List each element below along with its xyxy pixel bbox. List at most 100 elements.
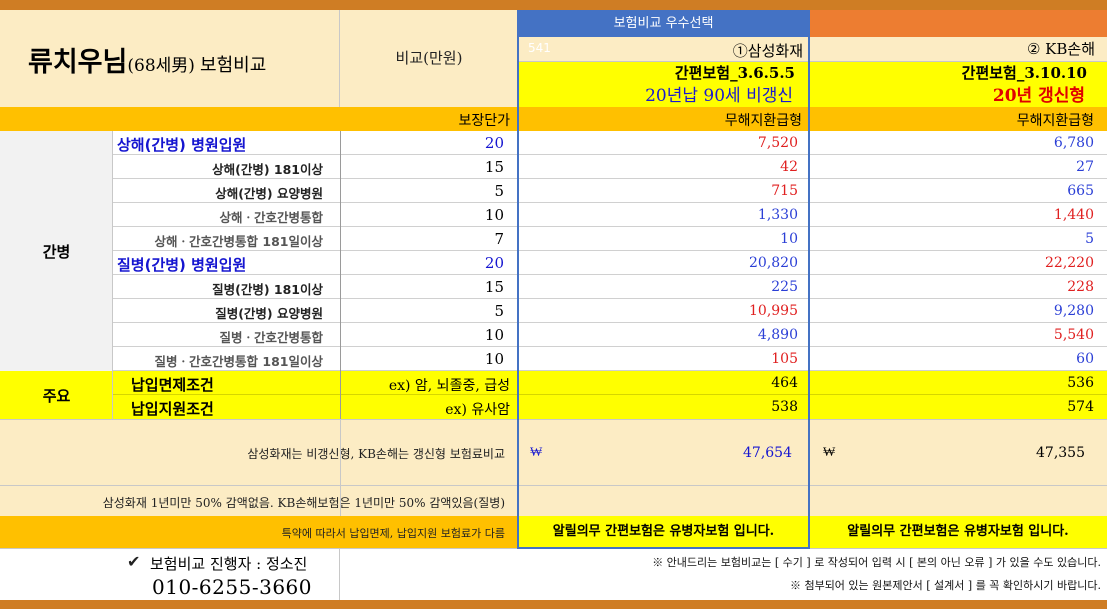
- col1-value: 105: [771, 351, 798, 367]
- grid-line-3: [809, 131, 810, 548]
- header-row: 보장단가 무해지환급형 무해지환급형: [0, 107, 1107, 131]
- col1-value: 225: [771, 279, 798, 295]
- disclosure-col2: 알릴의무 간편보험은 유병자보험 입니다.: [809, 516, 1107, 548]
- table-row: 상해(간병) 병원입원 20 7,520 6,780: [113, 131, 1107, 155]
- col2-value: 5: [1085, 231, 1094, 247]
- unit-value: 10: [484, 326, 504, 344]
- table-row: 질병(간병) 181이상 15 225 228: [113, 275, 1107, 299]
- coverage-label: 질병(간병) 요양병원: [215, 306, 323, 321]
- total-note: 삼성화재는 비갱신형, KB손해는 갱신형 보험료비교: [247, 447, 505, 461]
- col2-company: ② KB손해: [809, 37, 1107, 62]
- major-label-1: 납입면제조건: [131, 376, 214, 394]
- currency-col1: ₩: [530, 445, 543, 460]
- major-value-col1-2: 538: [771, 399, 798, 415]
- col2-value: 665: [1067, 183, 1094, 199]
- agent-cell: ✔ 보험비교 진행자 : 정소진 010-6255-3660: [0, 548, 340, 600]
- unit-price-header: 보장단가: [458, 113, 510, 129]
- col2-value: 9,280: [1053, 303, 1094, 319]
- unit-value: 5: [494, 302, 504, 320]
- discount-row: 삼성화재 1년미만 50% 감액없음. KB손해보험은 1년미만 50% 감액있…: [0, 485, 1107, 516]
- unit-value: 5: [494, 182, 504, 200]
- col2-value: 1,440: [1053, 207, 1094, 223]
- compare-unit-label: 비교(만원): [340, 10, 518, 107]
- group-major: 주요: [0, 371, 113, 419]
- col1-product: 간편보험_3.6.5.5: [518, 62, 809, 85]
- total-col1: 47,654: [743, 445, 792, 461]
- grid-line-2: [518, 131, 519, 419]
- col1-value: 7,520: [757, 135, 798, 151]
- unit-value: 20: [484, 134, 504, 152]
- recommend-label: 보험비교 우수선택: [518, 10, 809, 37]
- major-example-2: ex) 유사암: [445, 402, 510, 418]
- major-value-col2-1: 536: [1067, 375, 1094, 391]
- major-row-2: 납입지원조건 ex) 유사암 538 574: [113, 395, 1107, 419]
- coverage-label: 상해ㆍ간호간병통합: [219, 210, 323, 225]
- discount-note: 삼성화재 1년미만 50% 감액없음. KB손해보험은 1년미만 50% 감액있…: [102, 496, 505, 510]
- col2-refund-type: 무해지환급형: [1016, 113, 1094, 129]
- col2-value: 60: [1076, 351, 1094, 367]
- unit-value: 10: [484, 206, 504, 224]
- col1-value: 4,890: [757, 327, 798, 343]
- agent-phone: 010-6255-3660: [152, 575, 312, 599]
- coverage-label: 질병ㆍ간호간병통합 181일이상: [154, 354, 323, 369]
- group-care: 간병: [0, 131, 113, 371]
- col1-company: ①삼성화재: [732, 42, 803, 60]
- unit-value: 15: [484, 158, 504, 176]
- col2-value: 22,220: [1045, 255, 1094, 271]
- major-example-1: ex) 암, 뇌졸중, 급성: [388, 378, 510, 394]
- col1-company-cell: 541 ①삼성화재: [518, 37, 809, 62]
- table-row: 상해ㆍ간호간병통합 181일이상 7 10 5: [113, 227, 1107, 251]
- major-label-2: 납입지원조건: [131, 400, 214, 418]
- table-row: 상해(간병) 181이상 15 42 27: [113, 155, 1107, 179]
- unit-value: 7: [494, 230, 504, 248]
- table-row: 질병ㆍ간호간병통합 10 4,890 5,540: [113, 323, 1107, 347]
- major-value-col2-2: 574: [1067, 399, 1094, 415]
- title-cell: 류치우님(68세男) 보험비교: [0, 10, 340, 107]
- table-row: 질병ㆍ간호간병통합 181일이상 10 105 60: [113, 347, 1107, 371]
- footer-note-2: ※ 첨부되어 있는 원본제안서 [ 설계서 ] 를 꼭 확인하시기 바랍니다.: [789, 579, 1101, 592]
- unit-value: 10: [484, 350, 504, 368]
- table-row: 상해ㆍ간호간병통합 10 1,330 1,440: [113, 203, 1107, 227]
- col1-value: 1,330: [757, 207, 798, 223]
- grid-line-4: [340, 419, 341, 516]
- col2-value: 6,780: [1053, 135, 1094, 151]
- coverage-label: 상해ㆍ간호간병통합 181일이상: [154, 234, 323, 249]
- page-title: 류치우님(68세男) 보험비교: [28, 47, 267, 78]
- currency-col2: ₩: [823, 445, 836, 460]
- kb-header-bar: [809, 10, 1107, 37]
- col1-value: 42: [780, 159, 798, 175]
- col1-type: 20년납 90세 비갱신: [518, 85, 809, 107]
- coverage-label: 질병(간병) 병원입원: [117, 256, 247, 274]
- col2-value: 5,540: [1053, 327, 1094, 343]
- coverage-label: 질병(간병) 181이상: [212, 282, 323, 297]
- col2-value: 27: [1076, 159, 1094, 175]
- table-row: 상해(간병) 요양병원 5 715 665: [113, 179, 1107, 203]
- major-value-col1-1: 464: [771, 375, 798, 391]
- check-icon: ✔: [127, 552, 141, 571]
- table-row: 질병(간병) 병원입원 20 20,820 22,220: [113, 251, 1107, 275]
- coverage-label: 상해(간병) 병원입원: [117, 136, 247, 154]
- col2-product: 간편보험_3.10.10: [809, 62, 1107, 85]
- faint-tag: 541: [528, 41, 551, 55]
- coverage-label: 상해(간병) 181이상: [212, 162, 323, 177]
- coverage-label: 질병ㆍ간호간병통합: [219, 330, 323, 345]
- col1-value: 10: [780, 231, 798, 247]
- col2-type: 20년 갱신형: [809, 85, 1107, 107]
- agent-label: 보험비교 진행자 : 정소진: [150, 555, 308, 573]
- footer-notes: ※ 안내드리는 보험비교는 [ 수기 ] 로 작성되어 입력 시 [ 본의 아닌…: [340, 548, 1107, 600]
- col1-value: 10,995: [749, 303, 798, 319]
- footer-note-1: ※ 안내드리는 보험비교는 [ 수기 ] 로 작성되어 입력 시 [ 본의 아닌…: [652, 556, 1101, 569]
- grid-line-1: [340, 131, 341, 419]
- total-row: 삼성화재는 비갱신형, KB손해는 갱신형 보험료비교 ₩ 47,654 ₩ 4…: [0, 419, 1107, 485]
- special-note: 특약에 따라서 납입면제, 납입지원 보험료가 다름: [281, 527, 505, 540]
- table-row: 질병(간병) 요양병원 5 10,995 9,280: [113, 299, 1107, 323]
- top-border-bar: [0, 0, 1107, 10]
- group-care-label: 간병: [42, 243, 71, 261]
- col2-value: 228: [1067, 279, 1094, 295]
- group-major-label: 주요: [42, 387, 71, 405]
- disclosure-col1: 알릴의무 간편보험은 유병자보험 입니다.: [518, 516, 809, 548]
- unit-value: 20: [484, 254, 504, 272]
- col1-value: 20,820: [749, 255, 798, 271]
- coverage-label: 상해(간병) 요양병원: [215, 186, 323, 201]
- unit-value: 15: [484, 278, 504, 296]
